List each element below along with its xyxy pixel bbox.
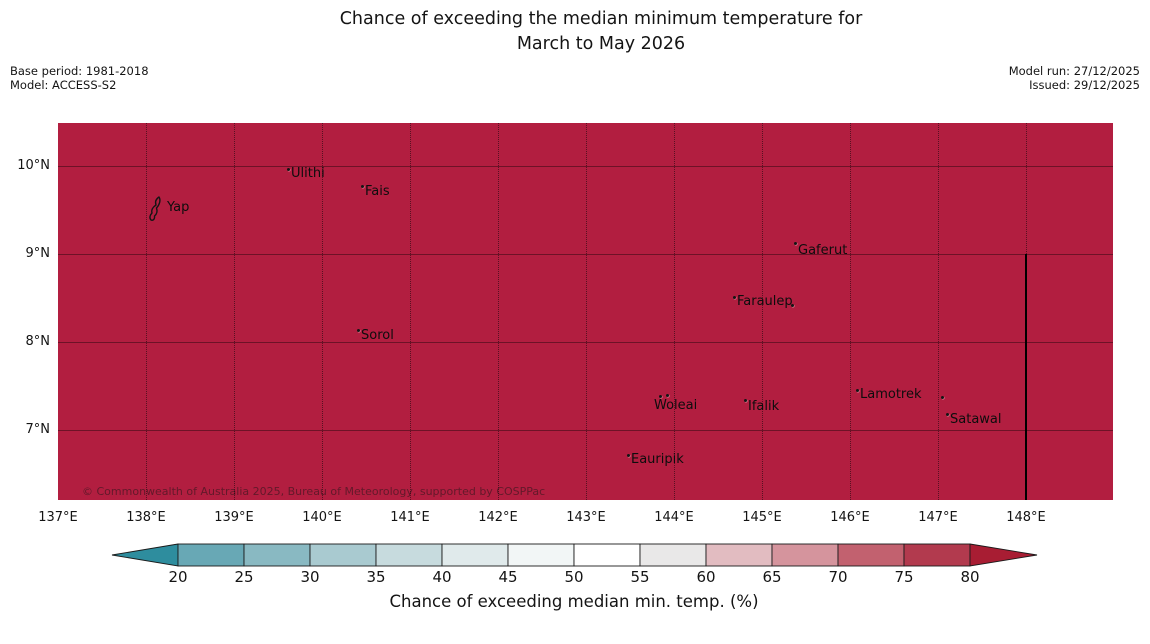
colorbar-segment <box>441 543 509 567</box>
island-label: Eauripik <box>631 452 684 467</box>
colorbar-under-arrow <box>111 543 179 567</box>
colorbar-segment <box>771 543 839 567</box>
island-label: Woleai <box>654 398 698 413</box>
colorbar-segment <box>573 543 641 567</box>
colorbar-tick-label: 65 <box>762 568 782 586</box>
lon-tick-label: 139°E <box>214 510 254 525</box>
lon-tick-label: 146°E <box>830 510 870 525</box>
colorbar-segment <box>309 543 377 567</box>
island-marker-icon <box>627 454 630 457</box>
colorbar-tick-label: 55 <box>630 568 650 586</box>
island-label: Yap <box>167 200 190 215</box>
boundary-line-148e <box>1025 254 1027 500</box>
meridian-gridline <box>762 123 763 500</box>
island-marker-icon <box>666 394 669 397</box>
colorbar-segment <box>375 543 443 567</box>
meridian-gridline <box>234 123 235 500</box>
colorbar-tick-label: 60 <box>696 568 716 586</box>
colorbar-axis-label: Chance of exceeding median min. temp. (%… <box>389 592 759 611</box>
lon-tick-label: 148°E <box>1006 510 1046 525</box>
parallel-gridline <box>58 254 1113 255</box>
lat-tick-label: 7°N <box>25 422 51 437</box>
island-marker-icon <box>794 242 797 245</box>
island-marker-icon <box>357 329 360 332</box>
colorbar-segment <box>243 543 311 567</box>
meridian-gridline <box>322 123 323 500</box>
colorbar-tick-label: 45 <box>498 568 518 586</box>
island-label: Ulithi <box>291 166 325 181</box>
colorbar <box>111 543 1038 567</box>
colorbar-over-arrow <box>969 543 1038 567</box>
colorbar-segment <box>903 543 971 567</box>
colorbar-segment <box>507 543 575 567</box>
island-label: Ifalik <box>748 399 780 414</box>
colorbar-tick-label: 75 <box>894 568 914 586</box>
colorbar-tick-label: 70 <box>828 568 848 586</box>
island-label: Faraulep <box>737 294 793 309</box>
island-marker-icon <box>744 399 747 402</box>
model-run-text: Model run: 27/12/2025 <box>1008 64 1140 78</box>
chart-title-line2: March to May 2026 <box>516 33 686 54</box>
island-marker-icon <box>856 389 859 392</box>
colorbar-tick-label: 35 <box>366 568 386 586</box>
lon-tick-label: 147°E <box>918 510 958 525</box>
colorbar-tick-label: 30 <box>300 568 320 586</box>
colorbar-tick-label: 25 <box>234 568 254 586</box>
island-marker-icon <box>361 185 364 188</box>
island-marker-icon <box>287 168 290 171</box>
issued-text: Issued: 29/12/2025 <box>1029 78 1140 92</box>
island-marker-icon <box>791 304 794 307</box>
colorbar-tick-label: 40 <box>432 568 452 586</box>
island-label: Satawal <box>950 412 1002 427</box>
lon-tick-label: 138°E <box>126 510 166 525</box>
chart-title: Chance of exceeding the median minimum t… <box>26 7 1150 56</box>
lat-tick-label: 9°N <box>25 246 51 261</box>
meridian-gridline <box>146 123 147 500</box>
island-marker-icon <box>946 413 949 416</box>
annotation-right: Model run: 27/12/2025 Issued: 29/12/2025 <box>1009 64 1140 92</box>
island-label: Lamotrek <box>860 387 922 402</box>
colorbar-tick-label: 50 <box>564 568 584 586</box>
island-label: Sorol <box>361 328 394 343</box>
meridian-gridline <box>674 123 675 500</box>
yap-island-shape <box>145 195 165 223</box>
copyright-text: © Commonwealth of Australia 2025, Bureau… <box>82 485 546 498</box>
base-period-text: Base period: 1981-2018 <box>10 64 149 78</box>
island-marker-icon <box>733 296 736 299</box>
lon-tick-label: 140°E <box>302 510 342 525</box>
lon-tick-label: 137°E <box>38 510 78 525</box>
yap-island-icon <box>149 196 161 221</box>
lat-tick-label: 8°N <box>25 334 51 349</box>
parallel-gridline <box>58 342 1113 343</box>
parallel-gridline <box>58 430 1113 431</box>
island-label: Fais <box>365 184 390 199</box>
lat-tick-label: 10°N <box>17 158 50 173</box>
meridian-gridline <box>938 123 939 500</box>
annotation-left: Base period: 1981-2018 Model: ACCESS-S2 <box>10 64 149 92</box>
chart-title-line1: Chance of exceeding the median minimum t… <box>339 9 863 29</box>
colorbar-segment <box>177 543 245 567</box>
island-marker-icon <box>659 395 662 398</box>
lon-tick-label: 144°E <box>654 510 694 525</box>
colorbar-tick-label: 80 <box>960 568 980 586</box>
colorbar-tick-label: 20 <box>168 568 188 586</box>
map-plot-area: © Commonwealth of Australia 2025, Bureau… <box>58 123 1113 500</box>
meridian-gridline <box>850 123 851 500</box>
colorbar-segment <box>837 543 905 567</box>
lon-tick-label: 141°E <box>390 510 430 525</box>
meridian-gridline <box>586 123 587 500</box>
parallel-gridline <box>58 166 1113 167</box>
meridian-gridline <box>498 123 499 500</box>
lon-tick-label: 142°E <box>478 510 518 525</box>
lon-tick-label: 145°E <box>742 510 782 525</box>
island-marker-icon <box>941 396 944 399</box>
lon-tick-label: 143°E <box>566 510 606 525</box>
colorbar-segment <box>705 543 773 567</box>
colorbar-segment <box>639 543 707 567</box>
model-text: Model: ACCESS-S2 <box>10 78 117 92</box>
meridian-gridline <box>410 123 411 500</box>
island-label: Gaferut <box>798 243 848 258</box>
